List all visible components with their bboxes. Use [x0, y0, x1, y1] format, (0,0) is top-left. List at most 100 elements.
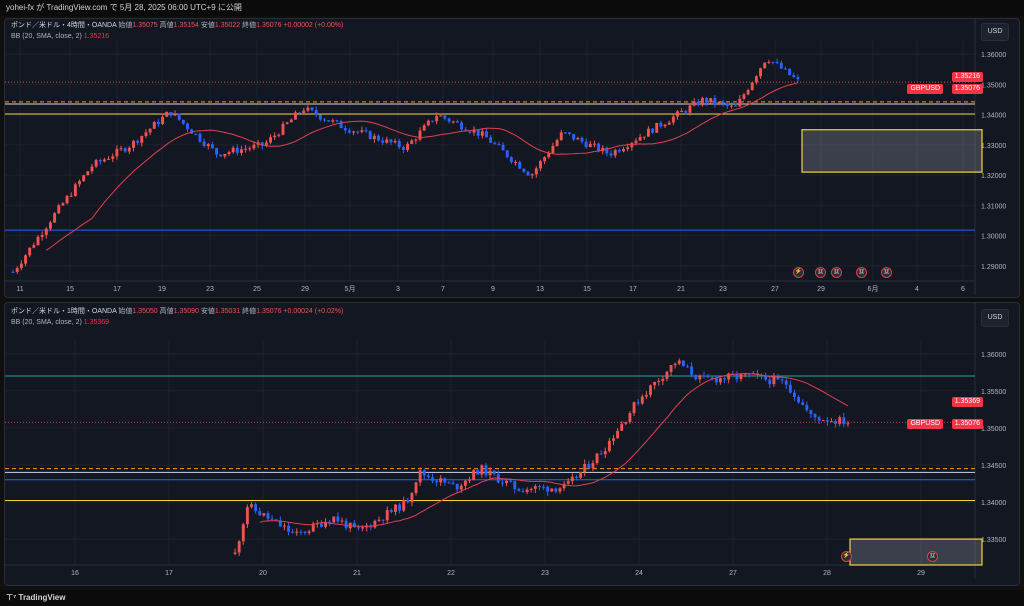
candle-body — [830, 421, 833, 423]
price-axis-label: 1.32000 — [981, 173, 1006, 180]
time-axis-label: 22 — [447, 570, 455, 577]
candle-body — [455, 483, 459, 490]
legend-bb[interactable]: BB (20, SMA, close, 2) 1.35369 — [11, 318, 109, 328]
time-axis-label: 20 — [259, 570, 267, 577]
time-axis-label: 15 — [66, 286, 74, 293]
us-flag-event-icon[interactable]: 🇺 — [927, 551, 938, 562]
candle-body — [360, 130, 364, 132]
candle-body — [323, 119, 326, 121]
legend-symbol: ポンド／米ドル・1時間・OANDA — [11, 308, 117, 315]
candle-body — [588, 143, 592, 148]
candle-body — [838, 417, 842, 424]
candle-body — [534, 168, 538, 175]
candle-body — [821, 420, 825, 422]
symbol-tag: GBPUSD — [907, 419, 943, 429]
candle-body — [132, 140, 135, 148]
time-axis-label: 28 — [823, 570, 831, 577]
price-axis-label: 1.35000 — [981, 426, 1006, 433]
legend-ohlc: ポンド／米ドル・4時間・OANDA 始値1.35075 高値1.35154 安値… — [11, 21, 343, 31]
candle-body — [759, 68, 763, 77]
candle-body — [644, 394, 648, 397]
candle-body — [285, 122, 289, 124]
candle-body — [463, 480, 467, 486]
candle-body — [746, 90, 750, 95]
time-axis-label: 25 — [253, 286, 261, 293]
candle-body — [262, 513, 266, 516]
candle-body — [784, 380, 788, 385]
candle-body — [718, 378, 722, 383]
candle-body — [115, 148, 119, 157]
time-axis-label: 5月 — [345, 285, 356, 293]
candle-body — [245, 507, 249, 525]
price-axis-label: 1.35500 — [981, 389, 1006, 396]
candle-body — [241, 524, 245, 542]
candle-body — [509, 157, 513, 163]
candle-body — [455, 121, 459, 123]
currency-button[interactable]: USD — [981, 23, 1009, 41]
candle-body — [393, 140, 397, 143]
candle-body — [554, 488, 558, 492]
candle-body — [772, 376, 776, 385]
legend-high: 1.35154 — [173, 22, 199, 29]
price-axis-label: 1.34000 — [981, 500, 1006, 507]
candle-body — [609, 153, 613, 156]
candle-body — [352, 522, 356, 528]
candle-body — [32, 245, 36, 248]
candle-body — [525, 489, 529, 493]
legend-low-label: 安値 — [200, 308, 215, 315]
candle-body — [497, 143, 501, 145]
candle-body — [626, 147, 630, 149]
candle-body — [485, 131, 488, 138]
candle-body — [688, 105, 692, 113]
currency-button[interactable]: USD — [981, 309, 1009, 327]
chart-canvas-1h[interactable]: 1.36000 1.35500 1.35000 1.34500 1.34000 1.335… — [5, 303, 1020, 586]
event-marker-icon[interactable]: ⚡ — [841, 551, 852, 562]
us-flag-event-icon[interactable]: 🇺 — [831, 267, 842, 278]
candle-body — [339, 121, 343, 129]
chart-panel-4h[interactable]: 1.36000 1.35000 1.34000 1.33000 1.32000 1.310… — [4, 18, 1020, 298]
candle-body — [303, 531, 307, 533]
candle-body — [797, 397, 801, 403]
candle-body — [289, 119, 293, 123]
chart-canvas-4h[interactable]: 1.36000 1.35000 1.34000 1.33000 1.32000 1.310… — [5, 19, 1020, 298]
candle-body — [572, 134, 576, 140]
publish-text: yohei-fx が TradingView.com で 5月 28, 2025… — [6, 3, 242, 12]
candle-body — [248, 148, 252, 150]
candle-body — [373, 520, 377, 528]
candle-body — [518, 161, 522, 169]
candle-body — [763, 62, 767, 69]
candle-body — [539, 161, 542, 169]
legend-close-label: 終値 — [242, 22, 257, 29]
bollinger-basis-line — [46, 82, 799, 251]
candle-body — [439, 478, 443, 483]
price-axis-label: 1.31000 — [981, 203, 1006, 210]
candle-body — [194, 133, 198, 135]
candle-body — [233, 552, 237, 554]
candle-body — [372, 135, 376, 140]
candle-body — [788, 68, 792, 76]
candle-body — [439, 115, 443, 117]
candle-body — [642, 136, 646, 138]
chart-panel-1h[interactable]: 1.36000 1.35500 1.35000 1.34500 1.34000 1.335… — [4, 302, 1020, 586]
candle-body — [28, 247, 32, 256]
tradingview-logo[interactable]: ⊤⁷ TradingView — [6, 593, 66, 602]
candle-body — [616, 430, 620, 439]
candle-body — [418, 470, 422, 483]
us-flag-event-icon[interactable]: 🇺 — [881, 267, 892, 278]
candle-body — [721, 101, 725, 104]
candle-body — [727, 373, 731, 380]
event-marker-icon[interactable]: ⚡ — [793, 267, 804, 278]
candle-body — [484, 465, 488, 476]
candle-body — [364, 130, 368, 132]
candle-body — [302, 110, 306, 113]
time-axis-label: 21 — [353, 570, 361, 577]
candle-body — [771, 62, 775, 64]
candle-body — [165, 111, 169, 117]
candle-body — [94, 160, 98, 167]
legend-bb[interactable]: BB (20, SMA, close, 2) 1.35216 — [11, 32, 109, 42]
us-flag-event-icon[interactable]: 🇺 — [815, 267, 826, 278]
us-flag-event-icon[interactable]: 🇺 — [856, 267, 867, 278]
candle-body — [632, 402, 636, 414]
candle-body — [580, 137, 584, 142]
candle-body — [90, 166, 94, 172]
